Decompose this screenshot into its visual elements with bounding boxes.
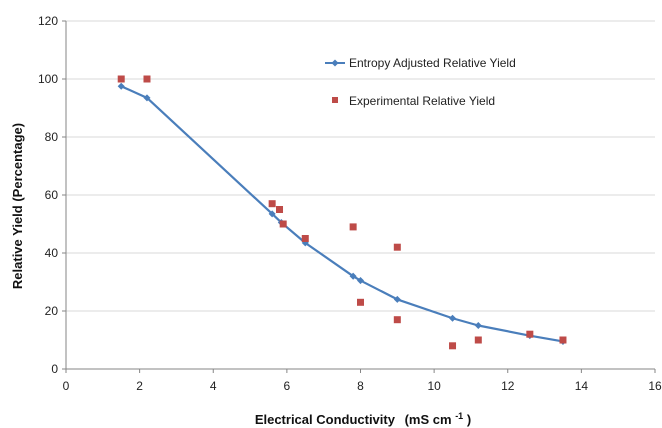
data-point-square [276,206,284,213]
series-experimental [117,75,567,350]
y-tick-label: 40 [45,246,59,260]
x-tick-label: 6 [284,379,291,393]
x-axis-title-close: ) [467,412,471,427]
x-tick-label: 14 [575,379,589,393]
data-point-diamond [356,277,365,285]
data-point-diamond [393,295,401,303]
y-tick-label: 0 [51,362,58,376]
series-entropy-adjusted [117,82,567,345]
x-tick-labels: 0 2 4 6 8 10 12 14 16 [63,379,662,393]
data-point-diamond [268,210,276,218]
data-point-diamond [448,314,457,322]
x-axis-title-sup: -1 [455,411,463,421]
data-point-diamond [474,321,482,330]
data-point-diamond [143,94,151,102]
data-point-square [526,330,534,338]
data-point-square [449,342,457,350]
data-point-square [474,336,482,344]
x-tick-label: 10 [427,379,441,393]
x-tick-label: 16 [648,379,662,393]
x-tick-label: 0 [63,379,70,393]
y-tick-label: 20 [45,304,59,318]
x-tick-label: 4 [210,379,217,393]
y-tick-label: 120 [38,14,58,28]
legend: Entropy Adjusted Relative Yield Experime… [325,56,516,108]
data-point-square [143,75,151,83]
data-point-square [117,75,125,83]
legend-square-marker [332,97,338,103]
y-tick-label: 60 [45,188,59,202]
x-tick-label: 12 [501,379,515,393]
series-line-path [120,85,564,343]
x-axis-title-unit: (mS cm [405,412,452,427]
data-point-square [279,220,287,228]
y-tick-label: 100 [38,72,58,86]
y-tick-labels: 0 20 40 60 80 100 120 [38,14,58,376]
y-axis-title: Relative Yield (Percentage) [10,123,25,289]
data-point-square [393,316,401,324]
data-point-square [349,223,357,231]
data-point-square [393,243,401,251]
data-point-square [559,336,567,344]
x-axis-title-main: Electrical Conductivity [255,412,396,427]
y-tick-label: 80 [45,130,59,144]
legend-diamond-marker [331,59,339,67]
axes [62,20,656,373]
x-tick-label: 2 [136,379,143,393]
x-tick-label: 8 [357,379,364,393]
data-point-square [268,200,276,208]
grid-lines [66,20,655,312]
x-axis-title: Electrical Conductivity (mS cm -1 ) [255,407,471,427]
legend-label-entropy: Entropy Adjusted Relative Yield [349,56,516,70]
legend-label-experimental: Experimental Relative Yield [349,94,495,108]
data-point-square [357,298,364,306]
data-point-square [301,235,309,242]
data-point-diamond [117,82,125,90]
data-point-diamond [349,272,357,280]
